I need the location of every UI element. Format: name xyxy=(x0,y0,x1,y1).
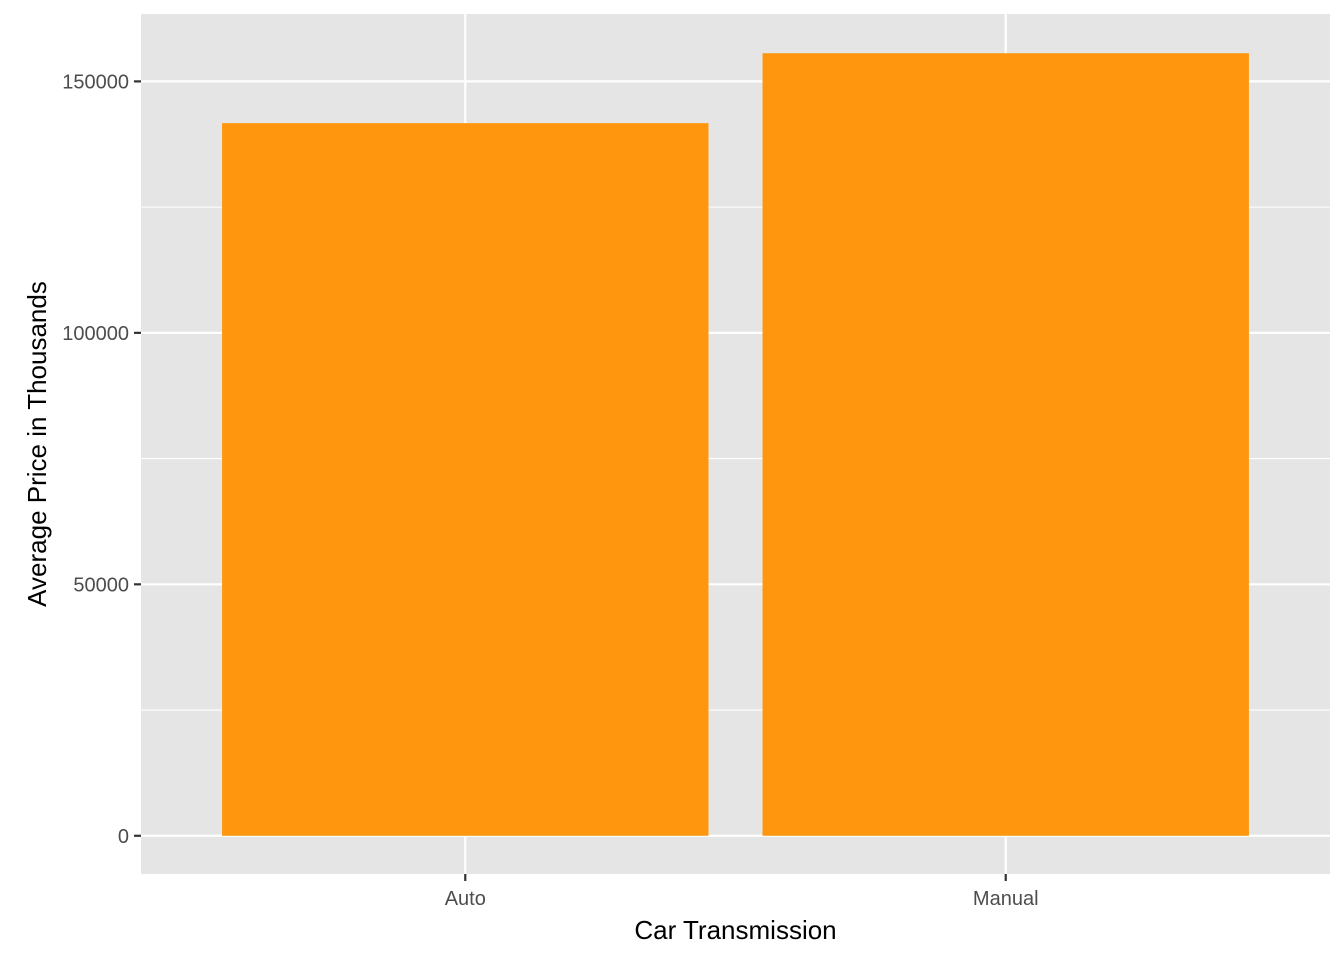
y-tick-label: 50000 xyxy=(73,574,129,596)
y-axis-title: Average Price in Thousands xyxy=(22,281,52,607)
y-tick-label: 150000 xyxy=(62,71,129,93)
bar-auto xyxy=(222,123,709,836)
bar-manual xyxy=(762,53,1249,836)
y-tick-label: 100000 xyxy=(62,323,129,345)
y-axis: 0 50000 100000 150000 xyxy=(62,71,141,848)
x-axis: Auto Manual xyxy=(445,874,1039,910)
bars xyxy=(222,53,1249,836)
y-tick-label: 0 xyxy=(118,826,129,848)
x-tick-label: Manual xyxy=(973,888,1039,910)
x-axis-title: Car Transmission xyxy=(634,915,836,945)
x-tick-label: Auto xyxy=(445,888,486,910)
